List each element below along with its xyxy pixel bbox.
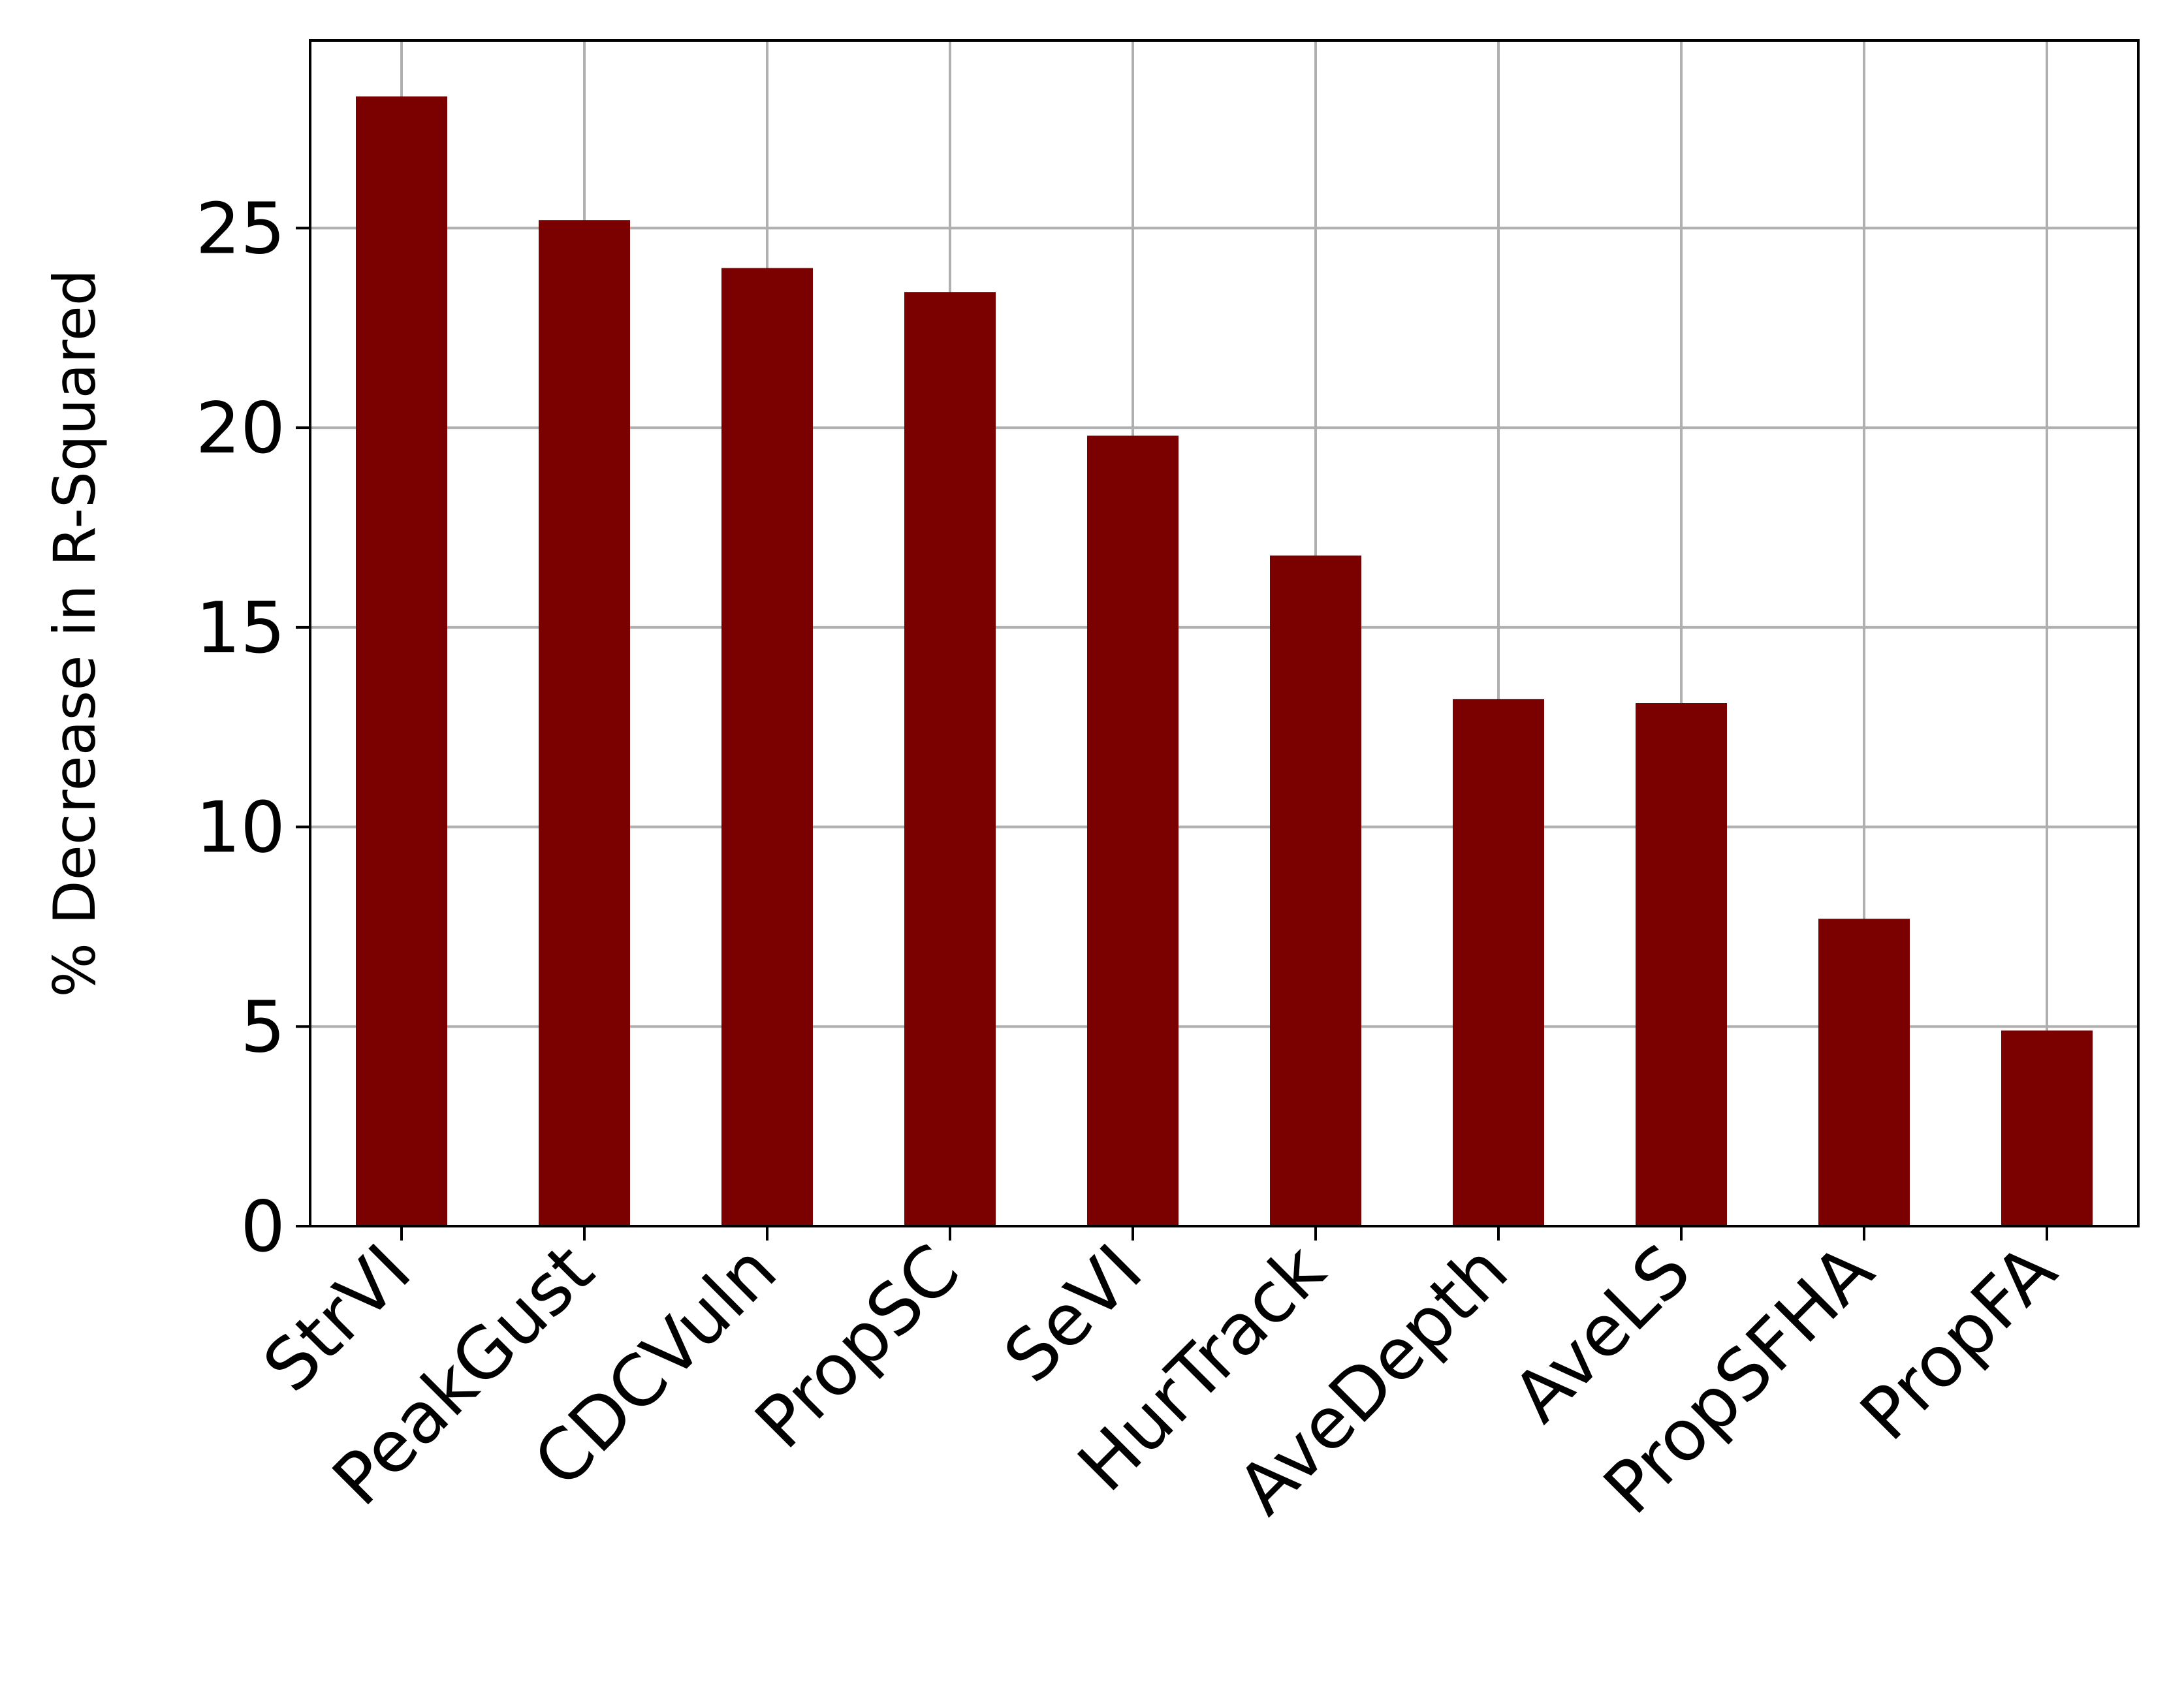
- bar-strvi: [356, 96, 447, 1227]
- bar-avels: [1636, 703, 1727, 1226]
- y-tick-label: 10: [196, 787, 285, 869]
- bar-hurtrack: [1270, 555, 1361, 1226]
- bar-propsc: [904, 292, 996, 1226]
- y-tick-label: 15: [196, 588, 285, 669]
- bar-peakgust: [539, 220, 630, 1227]
- y-tick-labels: 0 5 10 15 20 25: [196, 188, 285, 1268]
- y-tick-label: 25: [196, 188, 285, 270]
- y-axis-title: % Decrease in R-Squared: [41, 269, 108, 997]
- bar-propfa: [2001, 1030, 2093, 1226]
- y-tick-label: 0: [240, 1186, 285, 1268]
- y-tick-label: 5: [240, 987, 285, 1068]
- bar-avedepth: [1453, 699, 1544, 1226]
- bar-cdcvuln: [721, 268, 813, 1226]
- bar-propsfha: [1818, 919, 1910, 1226]
- bars: [356, 96, 2093, 1227]
- bar-sevi: [1087, 435, 1179, 1227]
- y-tick-label: 20: [196, 388, 285, 469]
- axis-ticks: [296, 227, 2048, 1241]
- plot-frame: [309, 39, 2140, 1227]
